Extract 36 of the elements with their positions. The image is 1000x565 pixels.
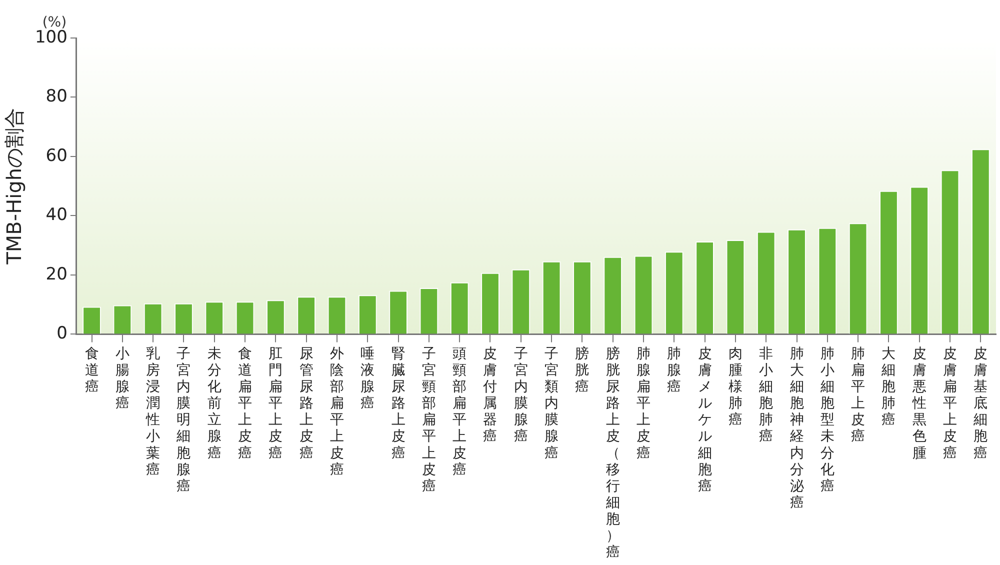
y-tick-label: 60 [46, 146, 68, 166]
x-tick-label: 皮膚基底細胞癌 [972, 346, 988, 462]
category-label: 肺大細胞神経内分泌癌 [790, 346, 804, 511]
category-label: 皮膚メルケル細胞癌 [698, 346, 712, 494]
x-tick-label: 子宮内膜腺癌 [514, 346, 528, 445]
x-tick-label: 頭頸部扁平上皮癌 [452, 346, 467, 478]
x-tick-label: 肉腫様肺癌 [728, 346, 742, 428]
y-tick-label: 80 [46, 86, 68, 107]
x-tick-label: 肺腺扁平上皮癌 [636, 346, 651, 462]
category-label: 子宮内膜明細胞腺癌 [176, 346, 191, 494]
y-tick-label: 0 [56, 324, 68, 344]
x-tick-label: 外陰部扁平上皮癌 [330, 346, 344, 478]
x-tick-label: 子宮類内膜腺癌 [544, 346, 559, 462]
category-label: 肺小細胞型未分化癌 [820, 346, 834, 494]
x-tick-label: 膀胱癌 [575, 346, 590, 396]
x-tick-label: 唾液腺癌 [360, 346, 375, 412]
x-tick-label: 腎臓尿路上皮癌 [391, 346, 406, 462]
x-tick-label: 未分化前立腺癌 [207, 346, 222, 462]
x-tick-label: 皮膚悪性黒色腫 [911, 346, 926, 462]
y-tick-label: 20 [46, 264, 68, 284]
y-axis-title: TMB-Highの割合 [2, 108, 26, 266]
x-tick-label: 肺腺癌 [667, 346, 682, 396]
x-tick-label: 大細胞肺癌 [880, 346, 896, 428]
x-tick-label: 皮膚付属器癌 [482, 346, 498, 445]
x-tick-label: 食道扁平上皮癌 [238, 346, 252, 462]
x-tick-label: 肺扁平上皮癌 [851, 346, 866, 445]
x-tick-label: 小腸腺癌 [115, 346, 130, 412]
category-label: 膀胱尿路上皮（移行細胞）癌 [606, 346, 620, 560]
x-tick-label: 皮膚扁平上皮癌 [943, 346, 958, 462]
category-label: 子宮頸部扁平上皮癌 [422, 346, 436, 494]
x-tick-label: 乳房浸潤性小葉癌 [145, 346, 160, 478]
x-tick-label: 肛門扁平上皮癌 [268, 346, 283, 462]
x-tick-label: 尿管尿路上皮癌 [299, 346, 314, 462]
x-tick-label: 非小細胞肺癌 [758, 346, 774, 445]
x-tick-label: 食道癌 [84, 346, 99, 396]
y-tick-label: 40 [46, 205, 68, 226]
